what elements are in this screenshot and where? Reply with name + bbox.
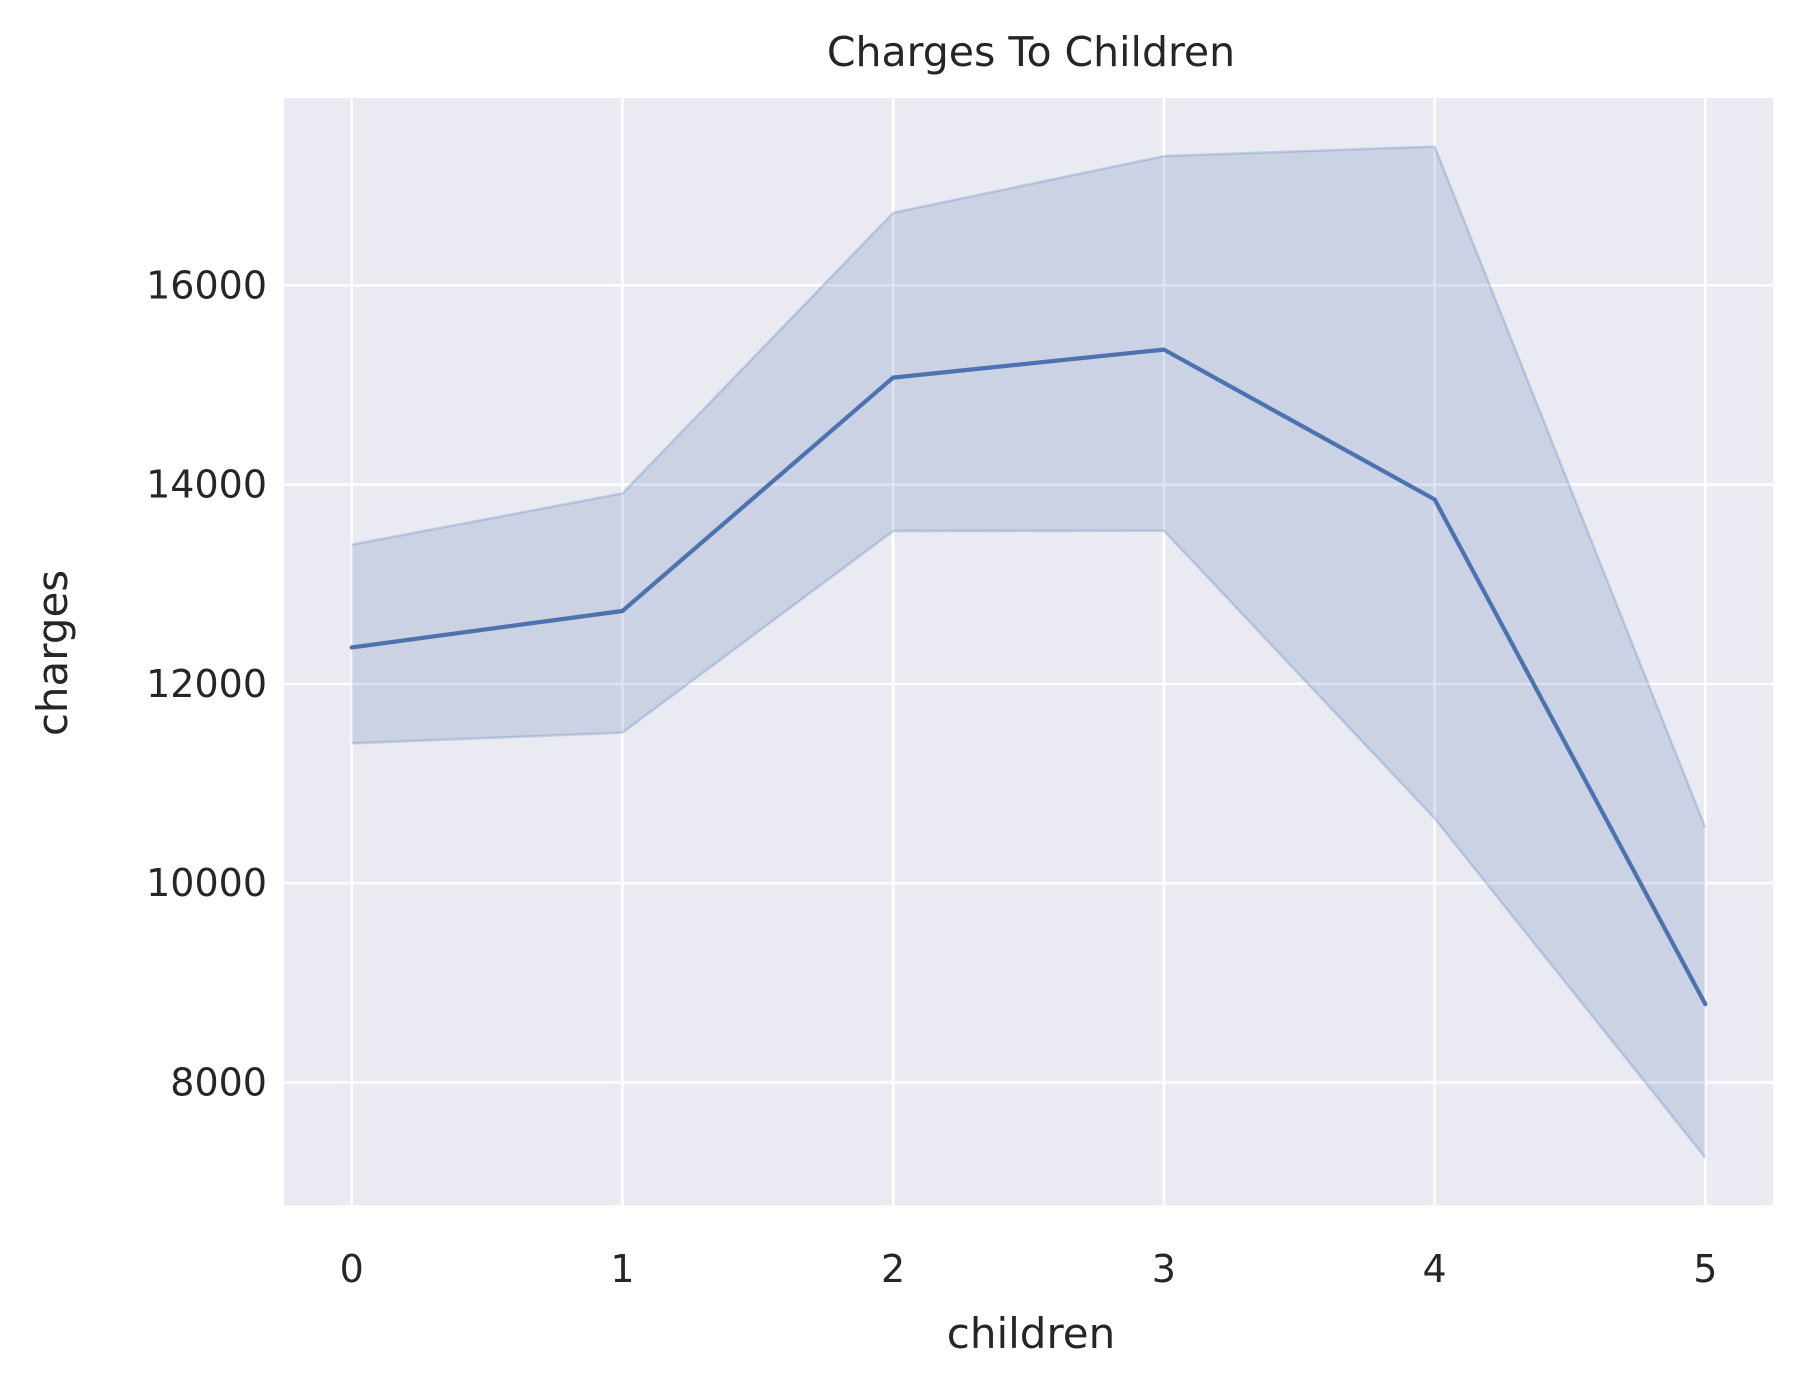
y-axis-label: charges	[28, 570, 77, 736]
x-tick-label: 2	[881, 1247, 905, 1291]
confidence-band-lower-edge	[351, 529, 1707, 1159]
x-tick-label: 0	[340, 1247, 364, 1291]
x-axis-label: children	[947, 1309, 1116, 1358]
y-tick-label: 10000	[146, 861, 267, 905]
confidence-band-upper-edge	[351, 145, 1707, 828]
grid-lines	[284, 98, 1773, 1205]
y-tick-label: 12000	[146, 662, 267, 706]
x-tick-label: 3	[1152, 1247, 1176, 1291]
chart-title: Charges To Children	[827, 28, 1235, 76]
y-tick-label: 16000	[146, 263, 267, 307]
y-tick-label: 8000	[170, 1060, 267, 1104]
x-tick-labels: 0 1 2 3 4 5	[340, 1247, 1718, 1291]
y-tick-label: 14000	[146, 463, 267, 507]
confidence-band	[351, 146, 1706, 1158]
x-tick-label: 5	[1693, 1247, 1717, 1291]
plot-area-background	[284, 98, 1773, 1205]
x-tick-label: 1	[610, 1247, 634, 1291]
x-tick-label: 4	[1422, 1247, 1446, 1291]
series-line	[349, 347, 1708, 1007]
y-tick-labels: 8000 10000 12000 14000 16000	[146, 263, 267, 1104]
